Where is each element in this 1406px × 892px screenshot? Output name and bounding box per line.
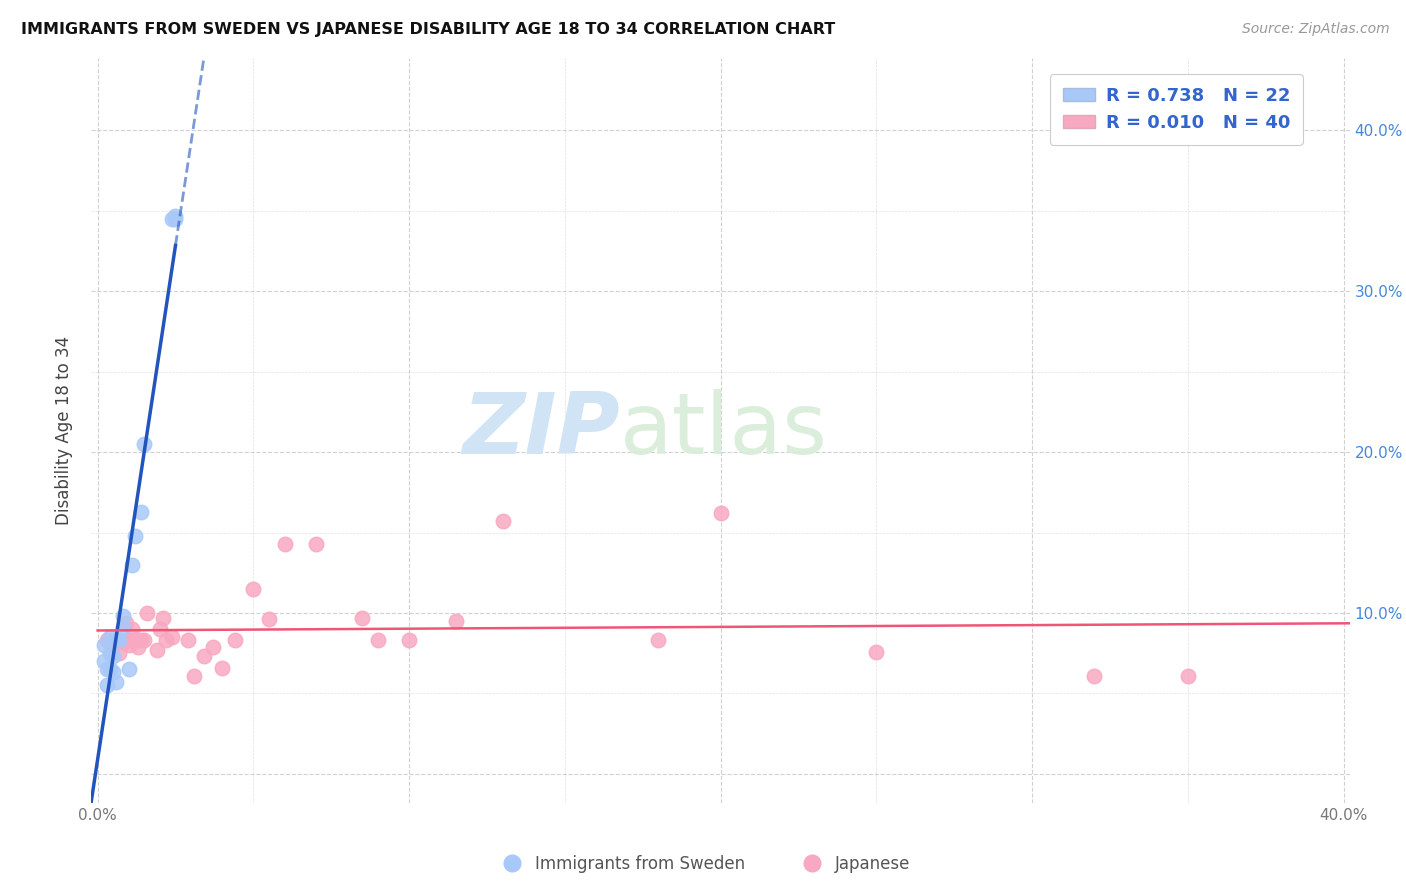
Legend: R = 0.738   N = 22, R = 0.010   N = 40: R = 0.738 N = 22, R = 0.010 N = 40 <box>1050 74 1303 145</box>
Point <box>127 633 149 648</box>
Point <box>193 649 215 664</box>
Point <box>257 612 280 626</box>
Point <box>367 633 389 648</box>
Point <box>93 654 115 668</box>
Point <box>865 644 887 658</box>
Point <box>93 638 115 652</box>
Point <box>183 669 205 683</box>
Point <box>124 633 146 648</box>
Point <box>121 558 143 572</box>
Point <box>305 537 328 551</box>
Point <box>108 646 131 660</box>
Point <box>103 638 125 652</box>
Point <box>273 537 295 551</box>
Point <box>105 675 128 690</box>
Point <box>162 211 184 226</box>
Point <box>352 611 374 625</box>
Point <box>1083 669 1105 683</box>
Y-axis label: Disability Age 18 to 34: Disability Age 18 to 34 <box>55 335 73 525</box>
Point <box>96 662 118 676</box>
Point <box>118 638 141 652</box>
Point <box>121 622 143 636</box>
Text: Source: ZipAtlas.com: Source: ZipAtlas.com <box>1241 22 1389 37</box>
Point <box>398 633 420 648</box>
Point <box>647 633 669 648</box>
Legend: Immigrants from Sweden, Japanese: Immigrants from Sweden, Japanese <box>488 848 918 880</box>
Point <box>108 633 131 648</box>
Point <box>118 633 141 648</box>
Point <box>491 514 513 528</box>
Point <box>98 646 121 660</box>
Text: atlas: atlas <box>620 389 828 472</box>
Point <box>165 211 187 226</box>
Point <box>96 633 118 648</box>
Point <box>211 661 233 675</box>
Point <box>152 611 174 625</box>
Point <box>134 437 156 451</box>
Point <box>129 505 152 519</box>
Point <box>118 662 141 676</box>
Point <box>136 606 159 620</box>
Point <box>114 615 136 630</box>
Point <box>111 620 134 634</box>
Point <box>96 678 118 692</box>
Point <box>127 640 149 654</box>
Point <box>709 506 731 520</box>
Point <box>124 529 146 543</box>
Point <box>149 622 172 636</box>
Point <box>134 633 156 648</box>
Point <box>98 630 121 644</box>
Point <box>98 662 121 676</box>
Point <box>105 633 128 648</box>
Text: ZIP: ZIP <box>463 389 620 472</box>
Point <box>444 614 467 628</box>
Point <box>129 633 152 648</box>
Point <box>111 609 134 624</box>
Point <box>201 640 224 654</box>
Point <box>146 643 169 657</box>
Point <box>165 209 187 223</box>
Point <box>103 649 125 664</box>
Point <box>242 582 264 596</box>
Point <box>155 633 177 648</box>
Point <box>177 633 200 648</box>
Point <box>103 665 125 680</box>
Point <box>1177 669 1199 683</box>
Point <box>162 630 184 644</box>
Text: IMMIGRANTS FROM SWEDEN VS JAPANESE DISABILITY AGE 18 TO 34 CORRELATION CHART: IMMIGRANTS FROM SWEDEN VS JAPANESE DISAB… <box>21 22 835 37</box>
Point <box>111 635 134 649</box>
Point <box>124 633 146 648</box>
Point <box>224 633 246 648</box>
